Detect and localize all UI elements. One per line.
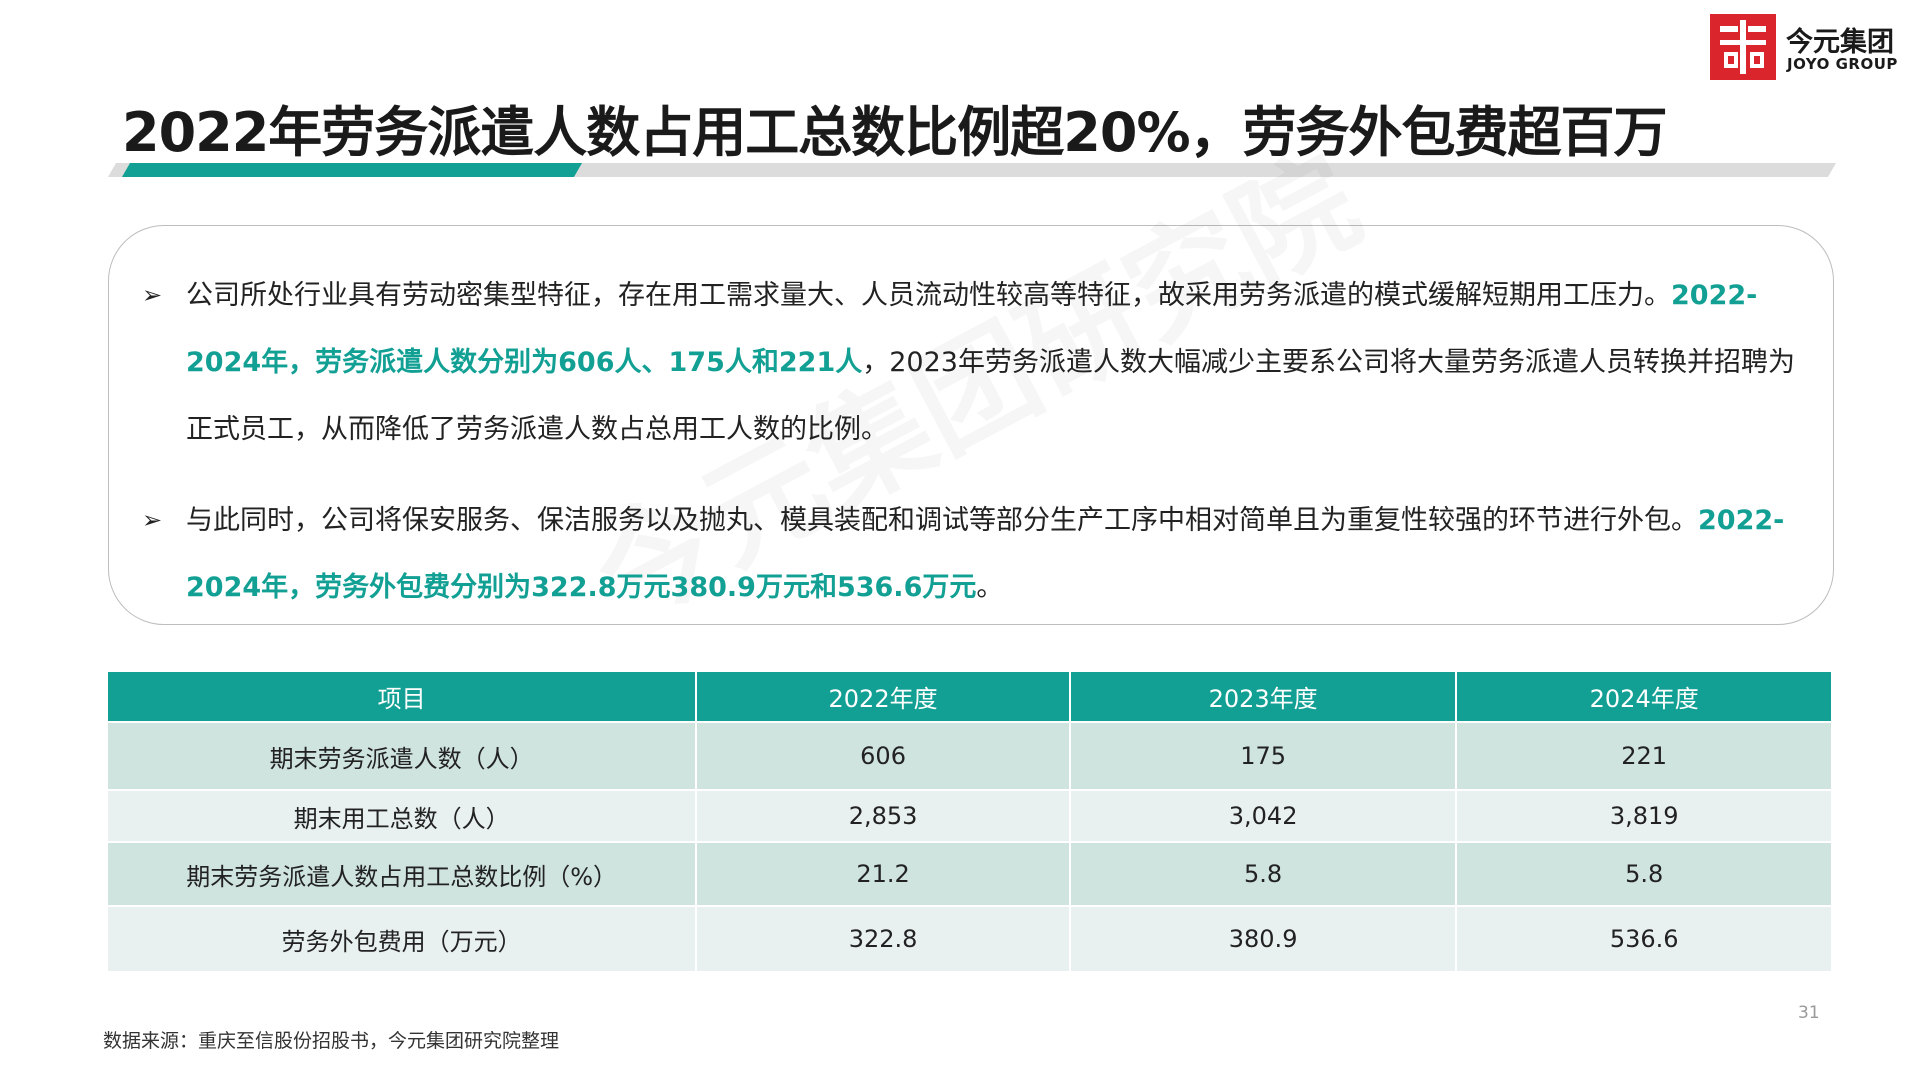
- table-row: 期末劳务派遣人数占用工总数比例（%） 21.2 5.8 5.8: [108, 841, 1833, 906]
- table-cell: 2,853: [696, 789, 1071, 842]
- table-cell: 536.6: [1456, 905, 1833, 971]
- logo-name: 今元集团: [1786, 27, 1894, 58]
- source-note: 数据来源：重庆至信股份招股书，今元集团研究院整理: [103, 1030, 560, 1052]
- bullet-paragraph: ➢ 公司所处行业具有劳动密集型特征，存在用工需求量大、人员流动性较高等特征，故采用…: [142, 262, 1806, 463]
- header-cell: 2024年度: [1456, 672, 1833, 722]
- header-cell: 2022年度: [696, 672, 1071, 722]
- table-row: 期末劳务派遣人数（人） 606 175 221: [108, 721, 1833, 790]
- table-cell: 期末用工总数（人）: [108, 789, 698, 842]
- table-cell: 221: [1456, 721, 1833, 790]
- table-cell: 3,819: [1456, 789, 1833, 842]
- logo-subtitle: JOYO GROUP: [1787, 55, 1898, 73]
- body-text: 。: [976, 572, 1004, 603]
- table-row: 期末用工总数（人） 2,853 3,042 3,819: [108, 789, 1833, 842]
- page-number: 31: [1798, 1003, 1820, 1023]
- content-box: [108, 225, 1834, 625]
- table-cell: 175: [1069, 721, 1458, 790]
- table-cell: 5.8: [1456, 841, 1833, 906]
- highlight-text: 2022-2024年，劳务外包费分别为322.8万元380.9万元和536.6万…: [186, 505, 1785, 603]
- body-text: 与此同时，公司将保安服务、保洁服务以及抛丸、模具装配和调试等部分生产工序中相对简…: [186, 505, 1698, 536]
- table-cell: 21.2: [696, 841, 1071, 906]
- bullet-arrow: ➢: [142, 281, 163, 309]
- table-cell: 380.9: [1069, 905, 1458, 971]
- title-accent: [121, 163, 583, 177]
- body-text: 公司所处行业具有劳动密集型特征，存在用工需求量大、人员流动性较高等特征，故采用劳…: [186, 280, 1671, 311]
- bullet-arrow: ➢: [142, 506, 163, 534]
- table-header-row: 项目 2022年度 2023年度 2024年度: [108, 672, 1833, 722]
- header-cell: 项目: [108, 672, 698, 722]
- table-cell: 期末劳务派遣人数占用工总数比例（%）: [108, 841, 698, 906]
- table-cell: 期末劳务派遣人数（人）: [108, 721, 698, 790]
- body-text: ，2023年劳务派遣人数大幅减少主要系公司将大量劳务派遣人员转换并招聘为正式员工…: [186, 347, 1795, 445]
- bullet-paragraph: ➢ 与此同时，公司将保安服务、保洁服务以及抛丸、模具装配和调试等部分生产工序中相对…: [142, 487, 1806, 621]
- table-cell: 322.8: [696, 905, 1071, 971]
- table-cell: 606: [696, 721, 1071, 790]
- header-cell: 2023年度: [1069, 672, 1458, 722]
- data-table: 项目 2022年度 2023年度 2024年度 期末劳务派遣人数（人） 606 175 221…: [108, 672, 1833, 971]
- table-cell: 5.8: [1069, 841, 1458, 906]
- table-cell: 3,042: [1069, 789, 1458, 842]
- table-cell: 劳务外包费用（万元）: [108, 905, 698, 971]
- slide-title: 2022年劳务派遣人数占用工总数比例超20%，劳务外包费超百万: [122, 101, 1668, 164]
- logo-icon: [1710, 14, 1776, 80]
- highlight-text: 2022-2024年，劳务派遣人数分别为606人、175人和221人: [186, 280, 1758, 378]
- table-row: 劳务外包费用（万元） 322.8 380.9 536.6: [108, 905, 1833, 971]
